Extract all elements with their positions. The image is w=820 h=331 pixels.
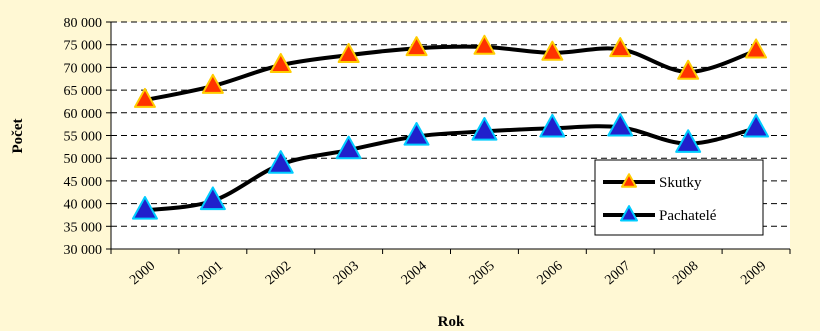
data-point	[743, 113, 770, 138]
x-tick-label: 2009	[738, 259, 769, 288]
axes	[106, 21, 791, 254]
data-point	[405, 36, 428, 57]
data-point	[201, 73, 224, 94]
x-tick-label: 2005	[467, 259, 498, 288]
y-tick-label: 45 000	[64, 175, 103, 190]
data-point	[403, 122, 430, 146]
data-point	[267, 150, 294, 174]
data-point	[269, 52, 292, 73]
x-tick-label: 2000	[127, 259, 158, 288]
data-point	[607, 112, 634, 137]
y-tick-label: 40 000	[64, 198, 103, 213]
y-tick-label: 80 000	[64, 16, 103, 31]
data-point	[471, 117, 498, 141]
y-tick-label: 65 000	[64, 84, 103, 99]
legend-box	[594, 159, 764, 236]
y-tick-label: 60 000	[64, 107, 103, 122]
x-tick-label: 2003	[331, 259, 362, 288]
legend-marker	[621, 173, 637, 188]
x-tick-labels: 2000 2001 2002 2003 2004 2005 2006 2007 2008 2009	[127, 259, 769, 288]
x-tick-label: 2001	[195, 259, 226, 288]
data-point	[539, 113, 566, 138]
legend-label: Pachatelé	[659, 208, 717, 224]
data-point	[133, 87, 156, 108]
x-tick-label: 2007	[602, 259, 633, 288]
legend-marker	[620, 205, 638, 222]
x-tick-label: 2002	[263, 259, 294, 288]
series-line	[144, 124, 757, 213]
y-tick-labels: 30 000 35 000 40 000 45 000 50 000 55 000 60 0…	[64, 16, 103, 258]
data-point	[131, 196, 158, 220]
data-point	[473, 34, 496, 55]
data-point	[745, 38, 768, 59]
data-point	[675, 129, 702, 153]
series	[131, 34, 770, 220]
x-tick-label: 2006	[535, 259, 566, 288]
data-point	[335, 135, 362, 160]
x-tick-label: 2004	[399, 259, 430, 288]
data-point	[337, 42, 360, 63]
y-tick-label: 30 000	[64, 243, 103, 258]
y-axis-title: Počet	[10, 119, 26, 154]
series-1	[133, 34, 768, 108]
data-point	[609, 37, 632, 58]
y-tick-label: 35 000	[64, 220, 103, 235]
legend-label: Skutky	[659, 175, 702, 191]
x-tick-label: 2008	[670, 259, 701, 288]
y-tick-label: 75 000	[64, 39, 103, 54]
y-tick-label: 70 000	[64, 61, 103, 76]
y-tick-label: 55 000	[64, 130, 103, 145]
legend: Skutky Pachatelé	[594, 159, 764, 236]
series-line	[144, 44, 757, 103]
x-axis-title: Rok	[438, 314, 465, 330]
data-point	[199, 186, 226, 211]
series-2	[131, 112, 770, 220]
data-point	[677, 59, 700, 80]
data-point	[541, 40, 564, 61]
y-tick-label: 50 000	[64, 152, 103, 167]
